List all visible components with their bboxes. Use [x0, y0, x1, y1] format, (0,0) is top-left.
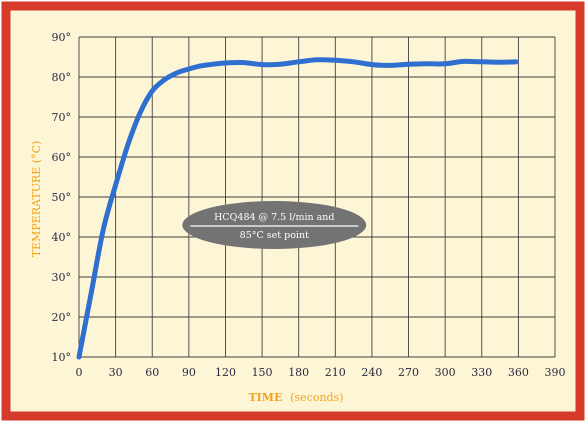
x-tick-label: 180: [288, 366, 309, 379]
tick-labels: 0 30 60 90 120 150 180 210 240 270 300 330 360 390 10°…: [52, 31, 566, 379]
y-tick-label: 50°: [52, 191, 72, 204]
x-tick-label: 240: [361, 366, 382, 379]
series-line-temperature: [76, 57, 519, 360]
x-tick-label: 120: [215, 366, 236, 379]
x-tick-label: 390: [545, 366, 566, 379]
annotation-badge: HCQ484 @ 7.5 l/min and 85°C set point: [182, 201, 367, 249]
y-tick-label: 20°: [52, 311, 72, 324]
x-tick-label: 60: [145, 366, 159, 379]
x-tick-label: 30: [109, 366, 123, 379]
x-tick-label: 150: [252, 366, 273, 379]
y-axis-title: TEMPERATURE (°C): [30, 141, 43, 258]
x-axis-title-unit: (seconds): [290, 391, 343, 404]
y-tick-label: 60°: [52, 151, 72, 164]
x-tick-label: 0: [76, 366, 83, 379]
x-axis-title-label: TIME: [248, 391, 282, 404]
x-tick-label: 90: [182, 366, 196, 379]
x-axis-title: TIME (seconds): [248, 391, 343, 404]
x-tick-label: 330: [471, 366, 492, 379]
y-tick-label: 10°: [52, 351, 72, 364]
annotation-ellipse: [182, 201, 367, 249]
y-tick-label: 40°: [52, 231, 72, 244]
x-tick-label: 360: [508, 366, 529, 379]
y-tick-label: 70°: [52, 111, 72, 124]
y-tick-label: 30°: [52, 271, 72, 284]
y-tick-label: 80°: [52, 71, 72, 84]
x-tick-label: 300: [435, 366, 456, 379]
annotation-text-line2: 85°C set point: [240, 230, 309, 241]
y-tick-label: 90°: [52, 31, 72, 44]
x-tick-label: 210: [325, 366, 346, 379]
x-tick-label: 270: [398, 366, 419, 379]
annotation-text-line1: HCQ484 @ 7.5 l/min and: [214, 212, 334, 223]
